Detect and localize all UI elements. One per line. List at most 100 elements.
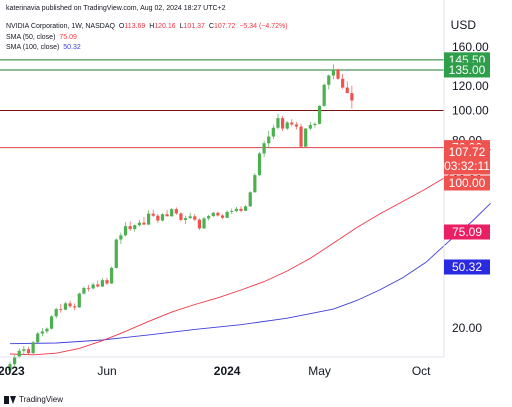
price-tick-label: 160.00 <box>452 40 489 54</box>
candle <box>82 286 86 295</box>
candle-body <box>257 153 262 176</box>
level-badge-1-bg <box>444 62 490 78</box>
candle-body <box>234 208 238 212</box>
ohlc-low: 101.37 <box>183 23 205 30</box>
price-badges: 145.50135.00100.0076.00107.7203:32:1175.… <box>444 52 490 275</box>
sma50-legend[interactable]: SMA (50, close) 75.09 <box>6 34 77 41</box>
sma50-label: SMA (50, close) <box>6 34 56 41</box>
candle-body <box>262 143 266 154</box>
candle-body <box>22 349 26 351</box>
candle <box>216 211 220 217</box>
candle-body <box>220 215 225 218</box>
currency-label[interactable]: USD <box>450 18 476 32</box>
candle-body <box>100 280 104 287</box>
tradingview-footer: TradingView <box>4 395 63 404</box>
candle <box>294 122 299 130</box>
candle-body <box>82 287 86 294</box>
time-tick-label: 2023 <box>0 364 25 378</box>
candle-body <box>45 328 49 332</box>
level-badge-1-label: 135.00 <box>449 63 486 77</box>
candle-body <box>59 309 63 310</box>
candle <box>100 278 104 287</box>
ohlc-low-label: L <box>179 23 184 30</box>
candle-body <box>179 213 183 220</box>
sma100-label: SMA (100, close) <box>6 44 60 51</box>
ohlc-change: −5.34 (−4.72%) <box>239 23 288 30</box>
price-tick-label: 120.00 <box>452 79 489 93</box>
candle <box>59 303 63 313</box>
candle-body <box>308 125 312 129</box>
time-axis[interactable]: 2023 Jun 2024 May Oct <box>0 356 444 378</box>
candle <box>336 68 340 80</box>
candle <box>257 152 262 177</box>
candle-body <box>68 303 72 307</box>
candle <box>26 346 31 355</box>
sma100-badge-label: 50.32 <box>452 260 482 274</box>
candle-body <box>156 215 160 221</box>
candle-body <box>40 331 44 334</box>
price-tick-label: 100.00 <box>452 104 489 118</box>
candle-body <box>160 214 165 221</box>
candle <box>133 224 137 232</box>
candle-body <box>294 124 299 127</box>
candle <box>49 315 54 330</box>
ohlc-close-label: C <box>208 23 214 30</box>
candle <box>299 124 303 148</box>
candle <box>225 210 229 219</box>
candle <box>156 213 160 223</box>
candle-body <box>304 128 308 147</box>
candle <box>308 121 312 131</box>
candle <box>285 121 289 131</box>
candle <box>317 105 322 125</box>
candle-body <box>197 219 202 229</box>
ohlc-high: 120.16 <box>154 23 176 30</box>
candle-body <box>239 208 243 211</box>
candle <box>137 219 141 227</box>
candle <box>331 64 335 80</box>
candle <box>202 216 206 230</box>
ohlc-high-label: H <box>149 23 155 30</box>
time-tick-label: Jun <box>97 364 116 378</box>
candle <box>77 292 81 308</box>
time-tick-label: May <box>308 364 331 378</box>
candle-body <box>128 226 132 230</box>
sma50-badge-bg <box>444 224 490 240</box>
sma100-line <box>9 202 491 345</box>
candle <box>68 300 72 308</box>
candle-body <box>137 222 141 226</box>
candle-body <box>49 316 54 329</box>
tradingview-brand: TradingView <box>19 395 64 404</box>
candle <box>350 85 354 109</box>
candle <box>170 208 174 217</box>
sma100-legend[interactable]: SMA (100, close) 50.32 <box>6 44 81 51</box>
candle <box>165 209 169 217</box>
candle-body <box>86 287 91 289</box>
sma100-badge: 50.32 <box>444 259 490 275</box>
symbol-legend[interactable]: NVIDIA Corporation, 1W, NASDAQ O113.69 H… <box>6 23 288 30</box>
candle <box>96 280 100 288</box>
candle <box>174 207 178 215</box>
candle-body <box>63 303 68 310</box>
candle-body <box>327 75 331 85</box>
candle <box>91 282 95 290</box>
candle-body <box>36 333 40 343</box>
ohlc-open-label: O <box>118 23 125 30</box>
candle-body <box>202 218 206 229</box>
candle-body <box>331 69 335 76</box>
publisher-caption: katerinavia published on TradingView.com… <box>6 5 226 12</box>
sma50-badge: 75.09 <box>444 224 490 240</box>
candle-body <box>147 213 151 225</box>
candle <box>197 218 202 231</box>
candle <box>142 216 146 225</box>
candle-body <box>317 105 322 124</box>
candle-body <box>133 225 137 230</box>
candle-body <box>31 342 35 354</box>
candle-body <box>193 216 197 220</box>
candle-body <box>77 293 81 308</box>
last-price-badge-bg <box>444 144 490 175</box>
candle <box>253 172 257 193</box>
candle <box>322 83 326 107</box>
candle <box>110 266 114 284</box>
candle-body <box>244 206 248 211</box>
